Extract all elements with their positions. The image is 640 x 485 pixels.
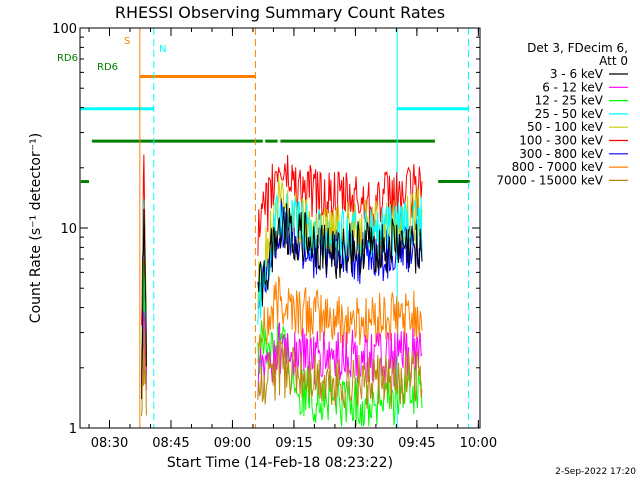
series-trace-8-1: [257, 340, 423, 410]
series-trace-0-0: [141, 208, 147, 400]
legend-label-3: 25 - 50 keV: [535, 107, 604, 121]
legend-label-4: 50 - 100 keV: [527, 120, 604, 134]
x-tick-label-1: 08:45: [152, 436, 189, 451]
legend-label-7: 800 - 7000 keV: [512, 160, 604, 174]
status-label-3: RD6: [97, 62, 118, 73]
series-trace-7-1: [257, 276, 423, 364]
status-label-1: N: [159, 44, 166, 55]
status-label-0: S: [124, 36, 130, 47]
x-tick-label-5: 09:45: [398, 436, 435, 451]
x-tick-label-2: 09:00: [214, 436, 251, 451]
y-axis-label: Count Rate (s⁻¹ detector⁻¹): [28, 133, 44, 323]
y-tick-label-2: 100: [52, 22, 77, 37]
timestamp: 2-Sep-2022 17:20: [555, 467, 636, 477]
legend-label-1: 6 - 12 keV: [542, 80, 604, 94]
legend-label-5: 100 - 300 keV: [519, 134, 603, 148]
y-tick-label-0: 1: [69, 422, 77, 437]
series-trace-8-0: [141, 326, 147, 416]
legend-label-6: 300 - 800 keV: [519, 147, 603, 161]
legend-label-8: 7000 - 15000 keV: [496, 173, 603, 187]
x-axis-label: Start Time (14-Feb-18 08:23:22): [167, 455, 393, 471]
x-tick-label-4: 09:30: [337, 436, 374, 451]
status-label-2: RD6: [57, 53, 78, 64]
x-tick-label-6: 10:00: [460, 436, 497, 451]
status-bars: S N RD6 RD6: [57, 36, 470, 184]
series-group: [141, 154, 423, 427]
legend-label-2: 12 - 25 keV: [535, 94, 604, 108]
x-tick-label-3: 09:15: [275, 436, 312, 451]
y-tick-label-1: 10: [60, 222, 77, 237]
x-tick-label-0: 08:30: [91, 436, 128, 451]
series-trace-0-1: [257, 203, 423, 307]
chart-title: RHESSI Observing Summary Count Rates: [115, 3, 445, 22]
axis-ticks: 08:30 08:45 09:00 09:15 09:30 09:45 10:00 1 10 10…: [52, 22, 497, 451]
vertical-markers: [139, 28, 470, 428]
legend-header-1: Att 0: [599, 54, 628, 68]
series-trace-1-1: [257, 322, 423, 399]
series-trace-5-1: [257, 154, 423, 256]
legend-header-0: Det 3, FDecim 6,: [527, 41, 628, 55]
legend-label-0: 3 - 6 keV: [550, 67, 604, 81]
